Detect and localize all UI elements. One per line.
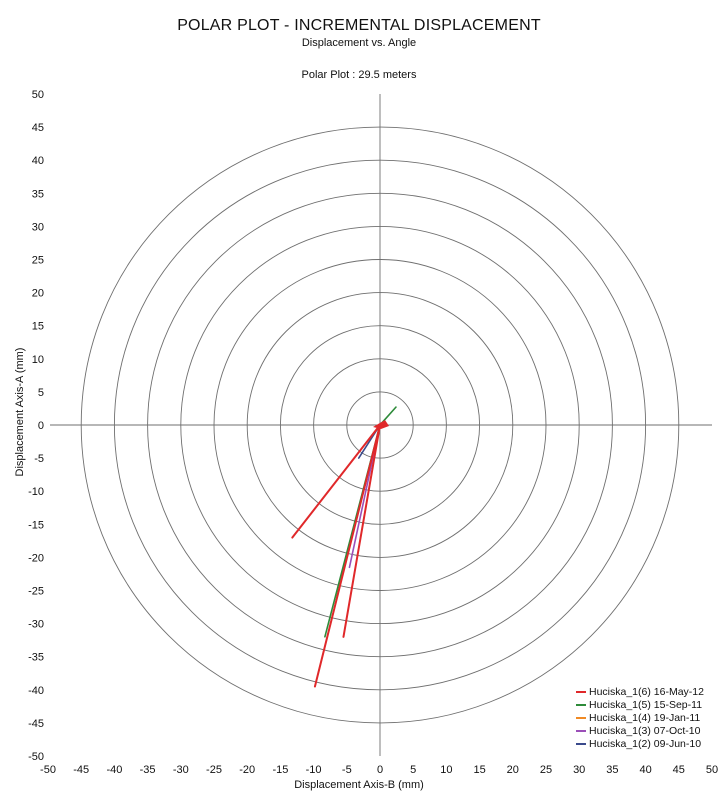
- x-tick-label: -40: [106, 764, 122, 776]
- legend-swatch: [576, 729, 586, 732]
- legend-item: Huciska_1(4) 19-Jan-11: [576, 711, 704, 724]
- x-tick-label: -50: [40, 764, 56, 776]
- legend-swatch: [576, 690, 586, 693]
- x-tick-label: -45: [73, 764, 89, 776]
- y-tick-label: -5: [34, 453, 44, 465]
- y-tick-label: -35: [28, 652, 44, 664]
- y-tick-label: 25: [32, 255, 44, 267]
- x-axis-label: Displacement Axis-B (mm): [294, 779, 424, 791]
- x-tick-label: -20: [239, 764, 255, 776]
- y-tick-label: 20: [32, 288, 44, 300]
- legend-item: Huciska_1(2) 09-Jun-10: [576, 737, 704, 750]
- legend-label: Huciska_1(3) 07-Oct-10: [589, 724, 701, 737]
- y-tick-label: 50: [32, 89, 44, 101]
- x-tick-label: 5: [410, 764, 416, 776]
- x-tick-label: 10: [440, 764, 452, 776]
- x-tick-label: -30: [173, 764, 189, 776]
- legend-item: Huciska_1(5) 15-Sep-11: [576, 698, 704, 711]
- y-tick-label: -25: [28, 586, 44, 598]
- y-tick-label: -45: [28, 718, 44, 730]
- y-tick-label: 30: [32, 221, 44, 233]
- legend-swatch: [576, 716, 586, 719]
- displacement-vector: [342, 424, 381, 638]
- legend-swatch: [576, 703, 586, 706]
- y-tick-label: 0: [38, 420, 44, 432]
- x-tick-label: -10: [306, 764, 322, 776]
- x-tick-label: 15: [473, 764, 485, 776]
- displacement-vector: [313, 424, 381, 688]
- displacement-vector: [291, 424, 381, 539]
- legend-label: Huciska_1(5) 15-Sep-11: [589, 698, 703, 711]
- legend-label: Huciska_1(4) 19-Jan-11: [589, 711, 701, 724]
- y-tick-label: -20: [28, 552, 44, 564]
- x-tick-label: -15: [272, 764, 288, 776]
- y-tick-label: -10: [28, 486, 44, 498]
- x-tick-label: 50: [706, 764, 718, 776]
- chart-subtitle: Displacement vs. Angle: [301, 37, 417, 49]
- legend: Huciska_1(6) 16-May-12 Huciska_1(5) 15-Se…: [576, 685, 704, 750]
- x-tick-label: 25: [540, 764, 552, 776]
- y-tick-label: 45: [32, 122, 44, 134]
- x-tick-label: 20: [507, 764, 519, 776]
- legend-item: Huciska_1(6) 16-May-12: [576, 685, 704, 698]
- x-tick-label: 40: [639, 764, 651, 776]
- x-tick-label: 45: [673, 764, 685, 776]
- y-tick-label: 15: [32, 321, 44, 333]
- legend-swatch: [576, 742, 586, 745]
- x-tick-label: 30: [573, 764, 585, 776]
- chart-title: POLAR PLOT - INCREMENTAL DISPLACEMENT: [177, 17, 541, 34]
- x-tick-label: 0: [377, 764, 383, 776]
- y-tick-label: 35: [32, 188, 44, 200]
- y-tick-label: -30: [28, 619, 44, 631]
- x-tick-label: 35: [606, 764, 618, 776]
- y-tick-label: -50: [28, 751, 44, 763]
- legend-label: Huciska_1(2) 09-Jun-10: [589, 737, 702, 750]
- origin-marker: [373, 420, 389, 429]
- y-tick-label: -15: [28, 519, 44, 531]
- plot-caption: Polar Plot : 29.5 meters: [301, 69, 417, 81]
- x-tick-label: -35: [140, 764, 156, 776]
- legend-label: Huciska_1(6) 16-May-12: [589, 685, 704, 698]
- x-tick-label: -25: [206, 764, 222, 776]
- y-tick-label: 40: [32, 155, 44, 167]
- y-tick-label: 5: [38, 387, 44, 399]
- y-tick-label: 10: [32, 354, 44, 366]
- legend-item: Huciska_1(3) 07-Oct-10: [576, 724, 704, 737]
- y-tick-label: -40: [28, 685, 44, 697]
- x-tick-label: -5: [342, 764, 352, 776]
